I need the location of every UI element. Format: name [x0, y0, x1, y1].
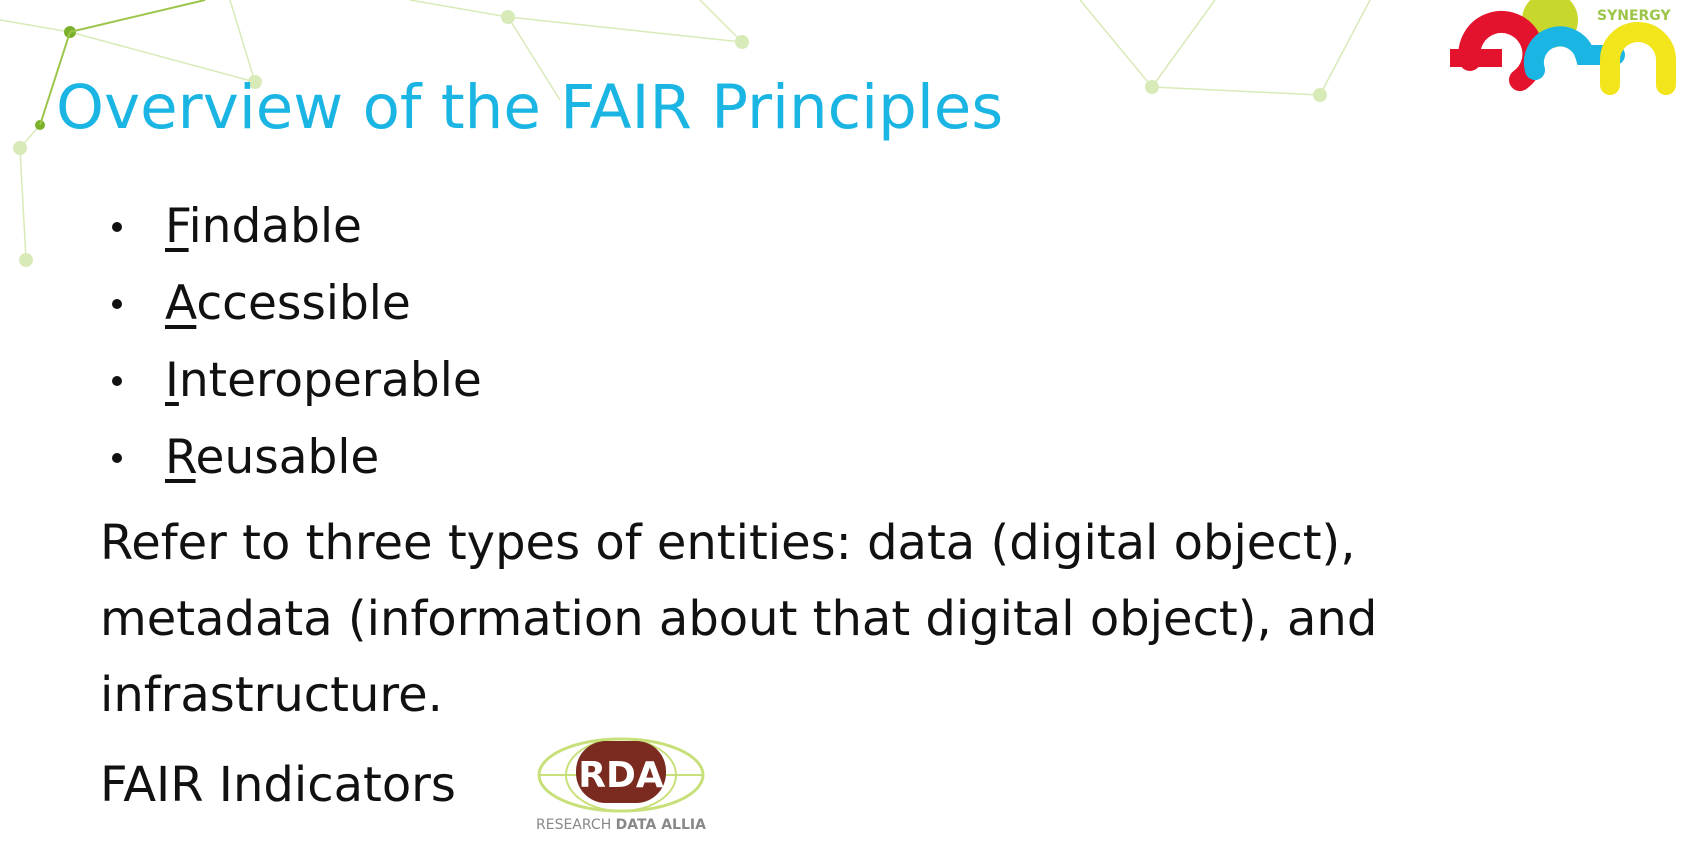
bullet-item: Findable [112, 188, 482, 265]
eosc-logo: SYNERGY [1450, 0, 1676, 95]
bullet-dot [112, 452, 122, 463]
bullet-item: Reusable [112, 419, 482, 496]
eosc-text: SYNERGY [1597, 8, 1671, 24]
paragraph: Refer to three types of entities: data (… [100, 515, 1378, 723]
bullet-text: Accessible [165, 276, 411, 331]
rda-caption-light: RESEARCH [536, 817, 611, 833]
bullet-text: Interoperable [165, 353, 482, 408]
bullet-text: Reusable [165, 430, 380, 485]
rda-caption-bold: DATA ALLIANCE [616, 817, 706, 833]
rda-caption: RESEARCH DATA ALLIANCE [536, 817, 706, 833]
bullet-list: Findable Accessible Interoperable Reusable [112, 188, 482, 496]
indicators-label: FAIR Indicators [100, 757, 456, 813]
slide-title: Overview of the FAIR Principles [56, 72, 1004, 143]
bullet-item: Interoperable [112, 342, 482, 419]
bullet-dot [112, 298, 122, 309]
bullet-item: Accessible [112, 265, 482, 342]
bullet-dot [112, 221, 122, 232]
bullet-dot [112, 375, 122, 386]
rda-logo: RDA RESEARCH DATA ALLIANCE [536, 737, 706, 833]
bullet-text: Findable [165, 199, 362, 254]
rda-mark: RDA [578, 755, 664, 796]
